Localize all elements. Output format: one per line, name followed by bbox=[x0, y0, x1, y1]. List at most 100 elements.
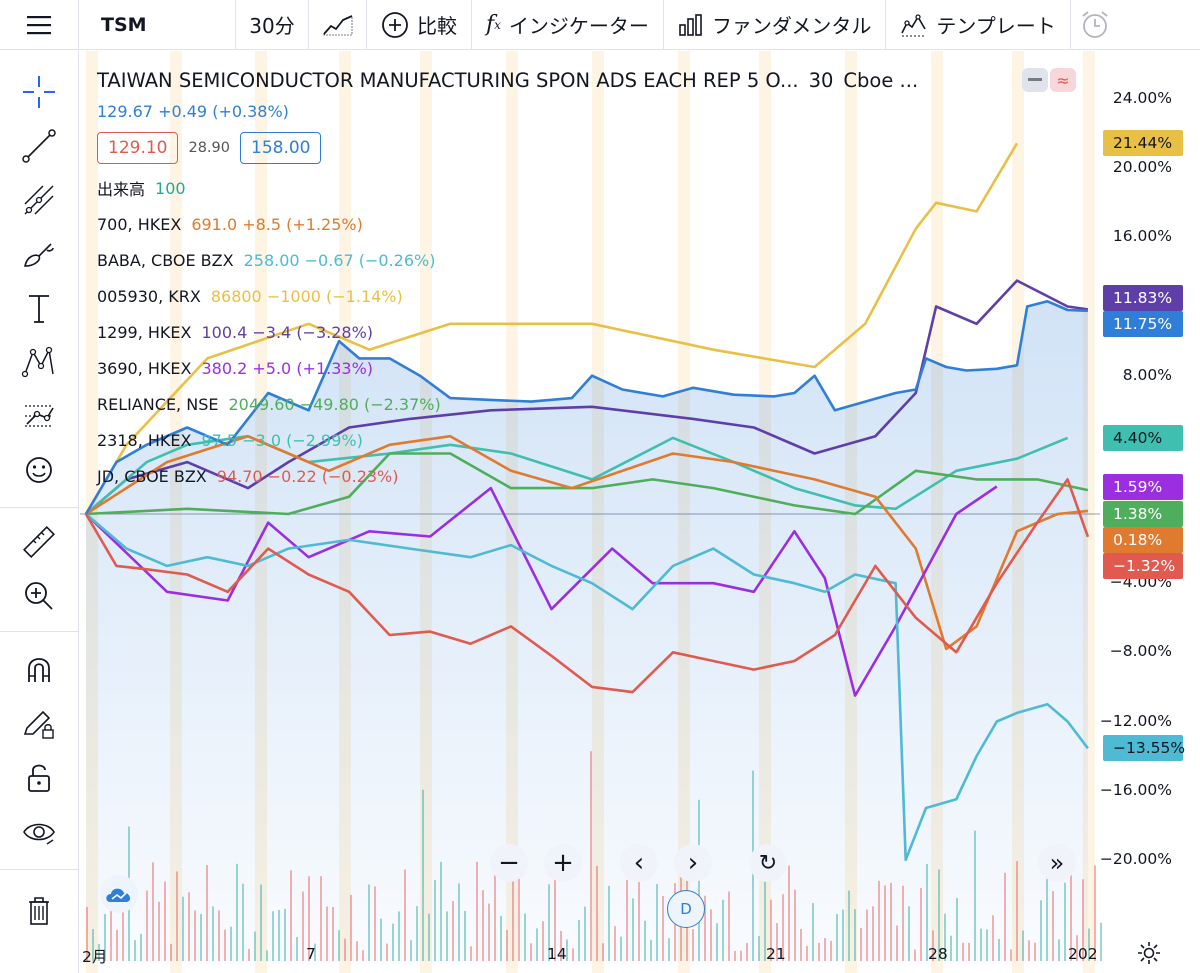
series-name: 005930, KRX bbox=[97, 286, 201, 306]
compare-series-row[interactable]: 3690, HKEX 380.2 +5.0 (+1.33%) bbox=[97, 350, 918, 386]
series-value: 691.0 +8.5 (+1.25%) bbox=[191, 214, 363, 234]
compare-label: 比較 bbox=[417, 14, 457, 38]
emoji-tool[interactable] bbox=[14, 447, 64, 493]
double-chevron-right-icon: » bbox=[1049, 849, 1065, 877]
delete-drawings-tool[interactable] bbox=[14, 887, 64, 933]
price-axis-tick: 20.00% bbox=[1112, 158, 1172, 177]
compare-series-row[interactable]: BABA, CBOE BZX 258.00 −0.67 (−0.26%) bbox=[97, 242, 918, 278]
time-axis-tick: 28 bbox=[928, 945, 948, 963]
scroll-right-button[interactable]: › bbox=[674, 844, 712, 882]
bar-chart-icon bbox=[678, 13, 704, 37]
series-line-reliance-nse bbox=[85, 452, 1089, 516]
zoom-in-icon bbox=[25, 582, 53, 610]
compare-mode-button[interactable]: ≈ bbox=[1050, 68, 1076, 92]
text-icon bbox=[29, 295, 49, 323]
interval-button[interactable]: 30分 bbox=[236, 0, 309, 49]
chart-pane[interactable] bbox=[80, 51, 1200, 973]
price-axis-tick: 16.00% bbox=[1112, 227, 1172, 246]
chart-legend: TAIWAN SEMICONDUCTOR MANUFACTURING SPON … bbox=[97, 64, 918, 494]
lock-drawing-tool[interactable] bbox=[14, 701, 64, 747]
compare-series-row[interactable]: 700, HKEX 691.0 +8.5 (+1.25%) bbox=[97, 206, 918, 242]
brush-tool[interactable] bbox=[14, 231, 64, 277]
price-axis-tick: −12.00% bbox=[1099, 711, 1172, 730]
reset-chart-button[interactable]: ↻ bbox=[749, 844, 787, 882]
compare-button[interactable]: 比較 bbox=[367, 0, 472, 49]
bid-button[interactable]: 129.10 bbox=[97, 132, 179, 164]
bid-ask-row: 129.10 28.90 158.00 bbox=[97, 126, 918, 170]
zoom-in-icon: + bbox=[552, 848, 574, 878]
hide-drawings-tool[interactable] bbox=[14, 809, 64, 855]
scroll-left-button[interactable]: ‹ bbox=[620, 844, 658, 882]
template-icon bbox=[900, 13, 928, 37]
magnet-icon bbox=[28, 658, 50, 682]
chevron-right-icon: › bbox=[687, 848, 699, 878]
lock-all-tool[interactable] bbox=[14, 755, 64, 801]
series-name: 1299, HKEX bbox=[97, 322, 192, 342]
pitchfork-icon bbox=[24, 185, 54, 215]
last-value-tag: 11.75% bbox=[1103, 310, 1183, 337]
hamburger-icon bbox=[27, 15, 51, 34]
fundamentals-button[interactable]: ファンダメンタル bbox=[664, 0, 887, 49]
prediction-tool[interactable] bbox=[14, 393, 64, 439]
compare-series-row[interactable]: 1299, HKEX 100.4 −3.4 (−3.28%) bbox=[97, 314, 918, 350]
eye-icon bbox=[23, 823, 55, 845]
zoom-tool[interactable] bbox=[14, 573, 64, 619]
ruler-tool[interactable] bbox=[14, 519, 64, 565]
chevron-left-icon: ‹ bbox=[633, 848, 645, 878]
pitchfork-tool[interactable] bbox=[14, 177, 64, 223]
smiley-icon bbox=[26, 457, 52, 483]
spread-value: 28.90 bbox=[188, 140, 230, 156]
legend-change: +0.49 bbox=[158, 101, 208, 121]
series-value: 97.5 −3.0 (−2.99%) bbox=[201, 430, 363, 450]
volume-bar bbox=[1094, 865, 1096, 961]
settings-button[interactable] bbox=[1136, 940, 1162, 970]
last-value-tag: 1.38% bbox=[1103, 501, 1183, 527]
compare-series-row[interactable]: JD, CBOE BZX 94.70 −0.22 (−0.23%) bbox=[97, 458, 918, 494]
alert-button[interactable] bbox=[1071, 0, 1113, 49]
compare-series-row[interactable]: 2318, HKEX 97.5 −3.0 (−2.99%) bbox=[97, 422, 918, 458]
trend-line-tool[interactable] bbox=[14, 123, 64, 169]
series-name: RELIANCE, NSE bbox=[97, 394, 219, 414]
volume-value: 100 bbox=[155, 178, 186, 198]
series-value: 258.00 −0.67 (−0.26%) bbox=[243, 250, 436, 270]
legend-title-row[interactable]: TAIWAN SEMICONDUCTOR MANUFACTURING SPON … bbox=[97, 64, 918, 96]
price-axis-tick: −16.00% bbox=[1099, 780, 1172, 799]
compare-series-row[interactable]: RELIANCE, NSE 2049.60 −49.80 (−2.37%) bbox=[97, 386, 918, 422]
go-to-realtime-button[interactable]: » bbox=[1038, 844, 1076, 882]
compare-series-list: 700, HKEX 691.0 +8.5 (+1.25%) BABA, CBOE B… bbox=[97, 206, 918, 494]
brush-icon bbox=[24, 243, 54, 267]
tradingview-logo-button[interactable] bbox=[100, 875, 138, 913]
text-tool[interactable] bbox=[14, 285, 64, 331]
series-line-3690-hkex bbox=[85, 485, 998, 697]
series-line-2318-hkex bbox=[85, 434, 1069, 515]
time-axis-tick: 7 bbox=[306, 945, 316, 963]
symbol-search-button[interactable]: TSM bbox=[79, 0, 236, 49]
legend-interval: 30 bbox=[808, 68, 834, 92]
chart-type-button[interactable] bbox=[309, 0, 367, 49]
magnet-tool[interactable] bbox=[14, 647, 64, 693]
zoom-out-button[interactable]: − bbox=[490, 844, 528, 882]
compare-series-row[interactable]: 005930, KRX 86800 −1000 (−1.14%) bbox=[97, 278, 918, 314]
series-name: 700, HKEX bbox=[97, 214, 182, 234]
crosshair-icon bbox=[23, 76, 55, 108]
date-range-button[interactable]: D bbox=[667, 890, 705, 928]
collapse-legend-button[interactable] bbox=[1022, 68, 1048, 92]
volume-bar bbox=[1088, 928, 1090, 961]
series-name: JD, CBOE BZX bbox=[97, 466, 207, 486]
indicators-label: インジケーター bbox=[508, 14, 649, 38]
volume-row[interactable]: 出来高 100 bbox=[97, 170, 918, 206]
pattern-tool[interactable] bbox=[14, 339, 64, 385]
zoom-in-button[interactable]: + bbox=[544, 844, 582, 882]
menu-button[interactable] bbox=[0, 0, 79, 49]
volume-bar bbox=[1100, 922, 1102, 961]
zoom-out-icon: − bbox=[498, 848, 520, 878]
templates-button[interactable]: テンプレート bbox=[886, 0, 1071, 49]
ask-button[interactable]: 158.00 bbox=[240, 132, 322, 164]
templates-label: テンプレート bbox=[936, 14, 1056, 38]
comparison-chart[interactable] bbox=[80, 51, 1200, 973]
price-axis-tick: 24.00% bbox=[1112, 89, 1172, 107]
toolbar-divider bbox=[0, 631, 79, 632]
crosshair-tool[interactable] bbox=[14, 69, 64, 115]
toolbar-divider bbox=[0, 869, 79, 870]
